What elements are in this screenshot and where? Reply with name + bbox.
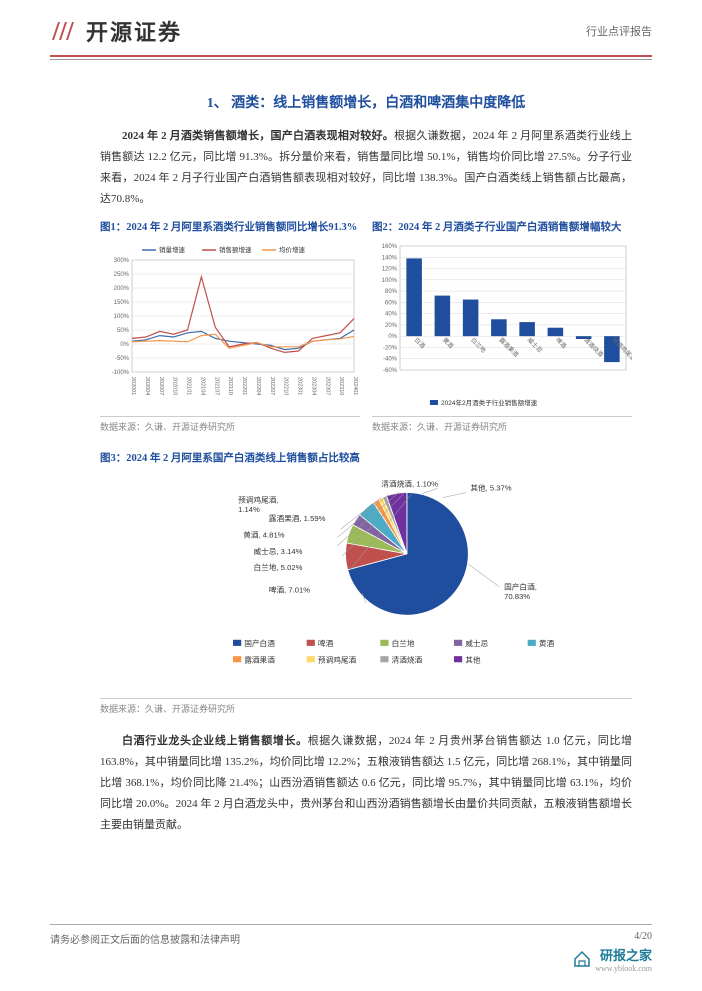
svg-text:100%: 100% [382,278,398,284]
svg-text:威士忌, 3.14%: 威士忌, 3.14% [253,546,302,556]
svg-text:140%: 140% [382,256,398,262]
company-logo-icon [50,18,78,44]
svg-text:其他, 5.37%: 其他, 5.37% [470,482,511,492]
svg-text:40%: 40% [385,312,398,318]
svg-text:160%: 160% [382,244,398,250]
svg-text:60%: 60% [385,301,398,307]
svg-text:销量增速: 销量增速 [159,245,186,254]
svg-text:露酒果酒: 露酒果酒 [244,655,275,664]
svg-text:-40%: -40% [383,357,398,363]
svg-text:预调鸡尾酒: 预调鸡尾酒 [318,654,357,664]
chart3-source: 数据来源：久谦、开源证券研究所 [100,698,632,715]
page-header: 开源证券 行业点评报告 [0,0,702,55]
svg-text:80%: 80% [385,289,398,295]
svg-text:202007: 202007 [158,377,164,395]
chart1-column: 图1：2024 年 2 月阿里系酒类行业销售额同比增长91.3% -100% -5… [100,220,360,434]
chart3-title: 图3：2024 年 2 月阿里系国产白酒类线上销售额占比较高 [100,451,632,467]
svg-text:-100%: -100% [112,370,130,376]
chart2-source: 数据来源：久谦、开源证券研究所 [372,416,632,433]
section-title: 1、 酒类：线上销售额增长，白酒和啤酒集中度降低 [100,92,632,112]
yb-brand: 研报之家 [595,945,652,964]
svg-text:清酒烧酒: 清酒烧酒 [392,654,423,664]
chart3-container: 图3：2024 年 2 月阿里系国产白酒类线上销售额占比较高 预调鸡尾酒,1.1… [100,451,632,715]
svg-text:202010: 202010 [172,377,178,395]
svg-text:120%: 120% [382,267,398,273]
svg-text:202101: 202101 [186,377,192,395]
paragraph-1: 2024 年 2 月酒类销售额增长，国产白酒表现相对较好。根据久谦数据，2024… [100,126,632,210]
svg-text:-20%: -20% [383,346,398,352]
svg-text:202204: 202204 [255,377,261,395]
report-type: 行业点评报告 [586,23,652,39]
svg-text:白兰地, 5.02%: 白兰地, 5.02% [253,562,302,572]
svg-text:202001: 202001 [130,377,136,395]
para2-bold: 白酒行业龙头企业线上销售额增长。 [122,735,308,747]
chart2-title: 图2：2024 年 2 月酒类子行业国产白酒销售额增幅较大 [372,220,632,236]
svg-text:其他: 其他 [465,654,481,664]
page-footer: 请务必参阅正文后面的信息披露和法律声明 4/20 研报之家 www.yblook… [50,924,652,973]
svg-text:啤酒: 啤酒 [318,638,334,648]
svg-text:威士忌: 威士忌 [526,336,544,354]
svg-text:均价增速: 均价增速 [279,245,306,254]
svg-text:黄酒: 黄酒 [441,336,455,350]
svg-text:黄酒, 4.81%: 黄酒, 4.81% [243,530,284,540]
svg-text:202110: 202110 [227,377,233,395]
svg-text:202304: 202304 [310,377,316,395]
svg-text:威士忌: 威士忌 [465,638,488,648]
svg-text:202107: 202107 [213,377,219,395]
svg-text:202307: 202307 [324,377,330,395]
svg-text:202210: 202210 [283,377,289,395]
chart1-title: 图1：2024 年 2 月阿里系酒类行业销售额同比增长91.3% [100,220,360,236]
svg-text:啤酒: 啤酒 [554,336,568,350]
svg-text:202401: 202401 [352,377,358,395]
para2-text: 根据久谦数据，2024 年 2 月贵州茅台销售额达 1.0 亿元，同比增 163… [100,735,632,831]
para1-bold: 2024 年 2 月酒类销售额增长，国产白酒表现相对较好。 [122,130,394,142]
svg-text:预调鸡尾酒,: 预调鸡尾酒, [238,495,278,505]
svg-text:0%: 0% [388,334,397,340]
svg-text:100%: 100% [114,314,130,320]
svg-text:202301: 202301 [297,377,303,395]
svg-text:白兰地: 白兰地 [469,336,487,354]
chart1-svg: -100% -50% 0% 50% 100% 150% 200% 250% 300% 202001… [100,240,360,410]
svg-text:国产白酒,: 国产白酒, [504,582,537,592]
svg-text:露酒果酒, 1.59%: 露酒果酒, 1.59% [269,514,326,523]
chart1-source: 数据来源：久谦、开源证券研究所 [100,416,360,433]
svg-text:-60%: -60% [383,368,398,374]
company-name: 开源证券 [86,15,182,47]
svg-text:50%: 50% [117,328,130,334]
svg-text:清酒烧酒, 1.10%: 清酒烧酒, 1.10% [381,478,438,488]
paragraph-2: 白酒行业龙头企业线上销售额增长。根据久谦数据，2024 年 2 月贵州茅台销售额… [100,731,632,835]
svg-text:200%: 200% [114,286,130,292]
yb-url: www.yblook.com [595,964,652,973]
svg-text:销售额增速: 销售额增速 [219,245,252,254]
chart3-svg: 预调鸡尾酒,1.14% 露酒果酒, 1.59% 黄酒, 4.81% 威士忌, 3.14… [100,472,632,692]
chart2-column: 图2：2024 年 2 月酒类子行业国产白酒销售额增幅较大 -60% -40% -2… [372,220,632,434]
svg-text:白兰地: 白兰地 [392,638,415,648]
svg-text:国产白酒: 国产白酒 [244,638,275,648]
svg-text:202004: 202004 [144,377,150,395]
header-divider-red [50,55,652,57]
svg-text:202201: 202201 [241,377,247,395]
yb-logo: 研报之家 www.yblook.com [573,945,652,973]
svg-text:白酒: 白酒 [413,336,427,350]
svg-text:150%: 150% [114,300,130,306]
svg-text:20%: 20% [385,323,398,329]
house-icon [573,950,591,968]
svg-text:70.83%: 70.83% [504,592,530,601]
page-number: 4/20 [634,931,652,942]
svg-text:2024年2月酒类子行业销售额增速: 2024年2月酒类子行业销售额增速 [441,398,538,407]
svg-text:啤酒, 7.01%: 啤酒, 7.01% [269,585,310,595]
svg-text:250%: 250% [114,272,130,278]
footer-right: 4/20 研报之家 www.yblook.com [573,931,652,973]
svg-text:0%: 0% [120,342,129,348]
svg-text:202310: 202310 [338,377,344,395]
svg-text:黄酒: 黄酒 [539,638,555,648]
charts-row-1: 图1：2024 年 2 月阿里系酒类行业销售额同比增长91.3% -100% -5… [100,220,632,434]
svg-text:300%: 300% [114,258,130,264]
svg-text:202207: 202207 [269,377,275,395]
svg-text:-50%: -50% [115,356,130,362]
svg-text:202104: 202104 [199,377,205,395]
svg-text:1.14%: 1.14% [238,505,260,514]
footer-disclaimer: 请务必参阅正文后面的信息披露和法律声明 [50,931,240,946]
chart2-svg: -60% -40% -20% 0% 20% 40% 60% 80% 100% 120% 140% 16… [372,240,632,410]
